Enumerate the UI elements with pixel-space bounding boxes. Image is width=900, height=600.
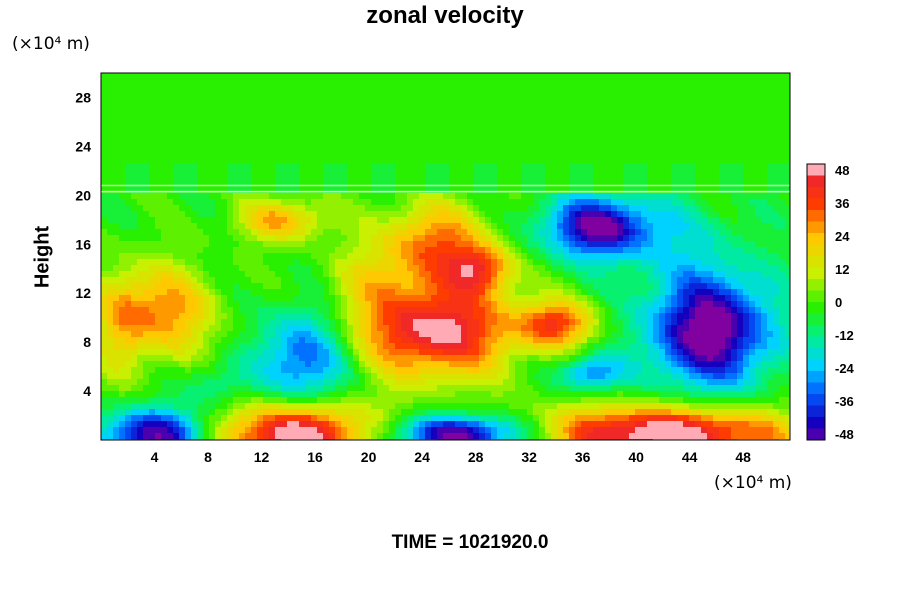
chart-title: zonal velocity [366,2,524,29]
x-tick-label: 8 [204,449,212,465]
x-tick-label: 12 [254,449,270,465]
colorbar-band [807,210,825,222]
colorbar-band [807,302,825,314]
colorbar-band [807,382,825,395]
y-tick-label: 16 [75,236,91,252]
y-tick-label: 20 [75,187,91,203]
colorbar-band [807,256,825,268]
x-axis-unit: (×10⁴ m) [714,473,792,493]
y-tick-label: 28 [75,89,91,105]
colorbar-band [807,394,825,406]
heatmap-field [101,73,791,441]
colorbar-band [807,187,825,199]
colorbar-band [807,428,825,441]
colorbar-band [807,233,825,245]
colorbar-band [807,359,825,372]
colorbar-tick-label: 36 [835,196,849,211]
x-tick-label: 4 [151,449,159,465]
x-axis-ticks: 4 8 12 16 20 24 28 32 36 40 44 48 [151,449,752,465]
x-tick-label: 48 [735,449,751,465]
y-tick-label: 24 [75,138,91,154]
x-tick-label: 28 [468,449,484,465]
colorbar-tick-label: -48 [835,427,854,442]
colorbar: 48 36 24 12 0 -12 -24 -36 -48 [806,163,855,442]
colorbar-band [807,164,825,176]
y-tick-label: 8 [83,334,91,350]
x-tick-label: 36 [575,449,591,465]
time-footer: TIME = 1021920.0 [391,532,549,553]
colorbar-band [807,313,825,326]
colorbar-band [807,175,825,188]
colorbar-tick-label: 24 [835,229,850,244]
colorbar-band [807,371,825,383]
y-axis-ticks: 4 8 12 16 20 24 28 [75,89,91,399]
y-axis-unit: (×10⁴ m) [12,34,90,54]
colorbar-band [807,405,825,418]
x-tick-label: 20 [361,449,377,465]
x-tick-label: 40 [628,449,644,465]
x-tick-label: 32 [521,449,537,465]
colorbar-band [807,198,825,211]
plot-frame [100,72,791,441]
colorbar-tick-label: 48 [835,163,849,178]
colorbar-tick-label: 0 [835,295,842,310]
colorbar-band [807,279,825,291]
colorbar-band [807,290,825,303]
colorbar-tick-label: -12 [835,328,854,343]
colorbar-frame [806,163,826,441]
colorbar-band [807,348,825,360]
x-tick-label: 24 [414,449,430,465]
x-tick-label: 16 [307,449,323,465]
y-tick-label: 4 [83,383,91,399]
colorbar-tick-label: -36 [835,394,854,409]
colorbar-band [807,336,825,349]
colorbar-tick-label: -24 [835,361,855,376]
colorbar-band [807,244,825,257]
x-tick-label: 44 [682,449,698,465]
colorbar-band [807,417,825,429]
colorbar-band [807,325,825,337]
colorbar-band [807,267,825,280]
colorbar-tick-label: 12 [835,262,849,277]
colorbar-band [807,221,825,234]
y-tick-label: 12 [75,285,91,301]
